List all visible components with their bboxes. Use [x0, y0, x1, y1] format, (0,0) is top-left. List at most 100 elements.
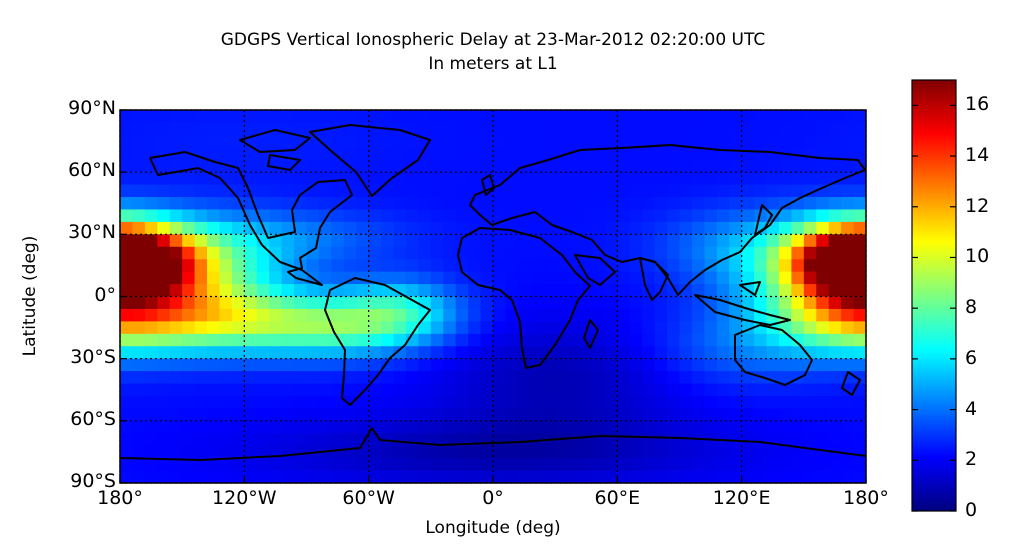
heatmap-cell: [331, 271, 345, 285]
heatmap-cell: [580, 122, 594, 136]
heatmap-cell: [505, 147, 519, 161]
heatmap-cell: [841, 346, 855, 360]
heatmap-cell: [294, 470, 308, 483]
heatmap-cell: [256, 308, 270, 322]
heatmap-cell: [530, 420, 544, 434]
heatmap-cell: [592, 122, 606, 136]
heatmap-cell: [144, 172, 158, 186]
heatmap-cell: [393, 221, 407, 235]
heatmap-cell: [331, 296, 345, 310]
heatmap-cell: [468, 408, 482, 422]
heatmap-cell: [244, 110, 258, 124]
heatmap-cell: [381, 420, 395, 434]
heatmap-cell: [318, 271, 332, 285]
heatmap-cell: [120, 346, 134, 360]
heatmap-cell: [182, 321, 196, 335]
heatmap-cell: [144, 308, 158, 322]
heatmap-cell: [207, 420, 221, 434]
heatmap-cell: [207, 371, 221, 385]
heatmap-cell: [144, 408, 158, 422]
heatmap-cell: [393, 159, 407, 173]
heatmap-cell: [592, 445, 606, 459]
heatmap-cell: [455, 433, 469, 447]
heatmap-cell: [468, 110, 482, 124]
heatmap-cell: [505, 184, 519, 198]
heatmap-cell: [443, 395, 457, 409]
heatmap-cell: [493, 445, 507, 459]
heatmap-cell: [828, 296, 842, 310]
heatmap-cell: [517, 209, 531, 223]
heatmap-cell: [443, 346, 457, 360]
heatmap-cell: [716, 470, 730, 483]
heatmap-cell: [716, 259, 730, 273]
heatmap-cell: [132, 184, 146, 198]
heatmap-cell: [754, 184, 768, 198]
heatmap-cell: [132, 134, 146, 148]
heatmap-cell: [269, 420, 283, 434]
colorbar-tick-label: 8: [965, 296, 978, 319]
heatmap-cell: [207, 470, 221, 483]
heatmap-cell: [281, 184, 295, 198]
heatmap-cell: [604, 308, 618, 322]
heatmap-cell: [580, 346, 594, 360]
heatmap-cell: [343, 358, 357, 372]
heatmap-cell: [281, 346, 295, 360]
heatmap-cell: [803, 221, 817, 235]
heatmap-cell: [157, 433, 171, 447]
heatmap-cell: [530, 134, 544, 148]
heatmap-cell: [754, 159, 768, 173]
heatmap-cell: [393, 371, 407, 385]
heatmap-cell: [343, 147, 357, 161]
heatmap-cell: [120, 234, 134, 248]
heatmap-cell: [480, 296, 494, 310]
heatmap-cell: [393, 296, 407, 310]
heatmap-cell: [691, 184, 705, 198]
coastline-southeast-asia-islands: [694, 281, 791, 326]
heatmap-cell: [182, 221, 196, 235]
heatmap-cell: [318, 358, 332, 372]
heatmap-cell: [729, 197, 743, 211]
heatmap-cell: [517, 284, 531, 298]
heatmap-cell: [505, 395, 519, 409]
heatmap-cell: [729, 234, 743, 248]
heatmap-cell: [766, 172, 780, 186]
coastline-greenland: [309, 124, 431, 197]
heatmap-cell: [120, 209, 134, 223]
heatmap-cell: [318, 433, 332, 447]
heatmap-cell: [393, 433, 407, 447]
heatmap-cell: [468, 259, 482, 273]
heatmap-cell: [331, 308, 345, 322]
heatmap-cell: [816, 197, 830, 211]
heatmap-cell: [580, 433, 594, 447]
heatmap-cell: [231, 420, 245, 434]
heatmap-cell: [691, 470, 705, 483]
heatmap-cell: [381, 470, 395, 483]
heatmap-cell: [803, 172, 817, 186]
heatmap-cell: [629, 470, 643, 483]
heatmap-cell: [517, 271, 531, 285]
heatmap-cell: [381, 308, 395, 322]
heatmap-cell: [555, 346, 569, 360]
heatmap-cell: [182, 470, 196, 483]
heatmap-cell: [791, 271, 805, 285]
heatmap-cell: [356, 420, 370, 434]
heatmap-cell: [281, 172, 295, 186]
heatmap-cell: [542, 234, 556, 248]
heatmap-cell: [604, 333, 618, 347]
heatmap-cell: [169, 110, 183, 124]
heatmap-cell: [294, 371, 308, 385]
heatmap-cell: [256, 420, 270, 434]
heatmap-cell: [617, 221, 631, 235]
heatmap-cell: [368, 159, 382, 173]
heatmap-cell: [567, 246, 581, 260]
heatmap-cell: [405, 184, 419, 198]
heatmap-cell: [567, 259, 581, 273]
coastline-india: [639, 257, 669, 301]
heatmap-cell: [629, 184, 643, 198]
heatmap-cell: [256, 445, 270, 459]
heatmap-cell: [517, 333, 531, 347]
heatmap-cell: [120, 147, 134, 161]
heatmap-cell: [816, 445, 830, 459]
heatmap-cell: [542, 134, 556, 148]
heatmap-cell: [803, 197, 817, 211]
